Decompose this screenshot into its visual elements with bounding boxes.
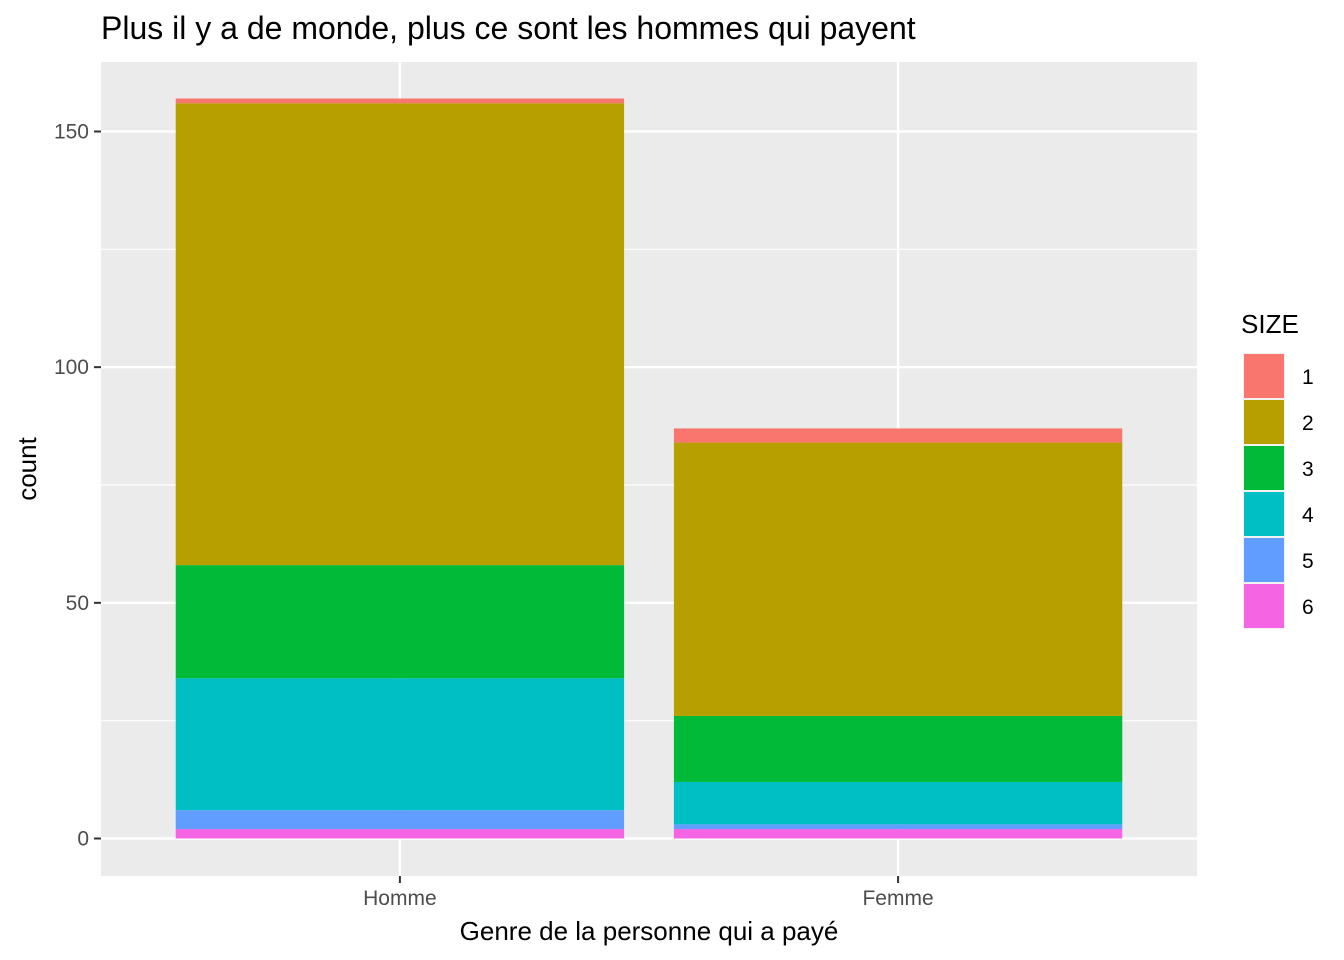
x-tick-label: Femme [862,887,933,910]
legend-label: 3 [1302,458,1314,481]
legend-label: 2 [1302,412,1314,435]
legend: SIZE 1 2 3 4 5 6 [1241,309,1314,629]
y-tick-label: 0 [77,828,89,851]
legend-key-swatch [1244,354,1284,398]
legend-key-swatch [1244,400,1284,444]
bar-segment [673,781,1123,825]
legend-key-swatch [1244,492,1284,536]
legend-label: 5 [1302,550,1314,573]
bar-segment [175,829,625,839]
y-tick-label: 150 [54,121,89,144]
legend-title: SIZE [1241,309,1299,339]
legend-label: 4 [1302,504,1314,527]
y-axis: 0 50 100 150 [54,121,101,851]
x-axis: Homme Femme [363,876,934,910]
bar-segment [673,442,1123,716]
legend-key-swatch [1244,538,1284,582]
bar-segment [175,103,625,566]
bar-segment [673,428,1123,443]
bar-segment [175,98,625,104]
bar-segment [175,565,625,679]
x-tick-label: Homme [363,887,437,910]
legend-key-swatch [1244,446,1284,490]
y-tick-label: 100 [54,356,89,379]
x-axis-title: Genre de la personne qui a payé [460,916,839,946]
bar-segment [673,829,1123,839]
bar-segment [175,810,625,830]
y-axis-title: count [12,436,42,500]
legend-label: 6 [1302,596,1314,619]
legend-key-swatch [1244,584,1284,628]
bar-segment [673,715,1123,782]
y-tick-label: 50 [66,592,89,615]
bar-segment [175,678,625,811]
chart-title: Plus il y a de monde, plus ce sont les h… [101,10,916,46]
legend-label: 1 [1302,366,1314,389]
bar-segment [673,824,1123,830]
bar-stacks [175,98,1123,839]
